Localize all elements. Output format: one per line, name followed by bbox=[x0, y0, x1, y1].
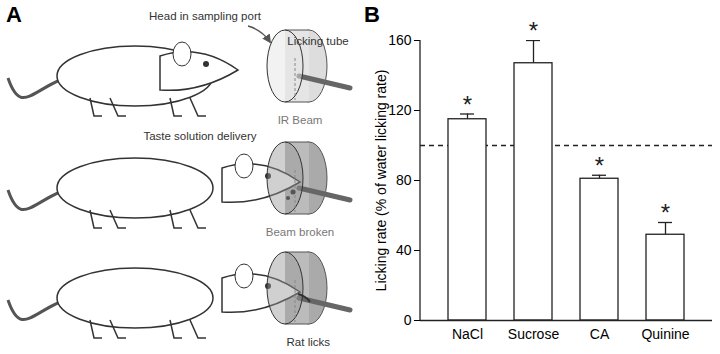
svg-text:Rat licks: Rat licks bbox=[287, 336, 331, 348]
svg-text:Head in sampling port: Head in sampling port bbox=[149, 10, 262, 22]
svg-text:Licking tube: Licking tube bbox=[287, 35, 348, 47]
html-text:A: A bbox=[6, 2, 22, 27]
svg-text:IR Beam: IR Beam bbox=[278, 114, 323, 126]
svg-text:40: 40 bbox=[396, 242, 412, 258]
svg-text:*: * bbox=[595, 152, 604, 179]
svg-text:Taste solution delivery: Taste solution delivery bbox=[143, 130, 256, 142]
svg-text:Sucrose: Sucrose bbox=[508, 326, 560, 342]
svg-text:0: 0 bbox=[404, 312, 412, 328]
html-text:B: B bbox=[364, 2, 380, 27]
svg-text:120: 120 bbox=[388, 102, 412, 118]
svg-text:Quinine: Quinine bbox=[641, 326, 689, 342]
svg-text:NaCl: NaCl bbox=[452, 326, 483, 342]
svg-text:*: * bbox=[661, 199, 670, 226]
svg-text:80: 80 bbox=[396, 172, 412, 188]
svg-text:Beam broken: Beam broken bbox=[266, 226, 334, 238]
svg-text:160: 160 bbox=[388, 32, 412, 48]
svg-text:CA: CA bbox=[590, 326, 610, 342]
svg-text:*: * bbox=[463, 91, 472, 118]
svg-text:Licking rate (% of water licki: Licking rate (% of water licking rate) bbox=[373, 70, 389, 292]
svg-text:*: * bbox=[529, 17, 538, 44]
